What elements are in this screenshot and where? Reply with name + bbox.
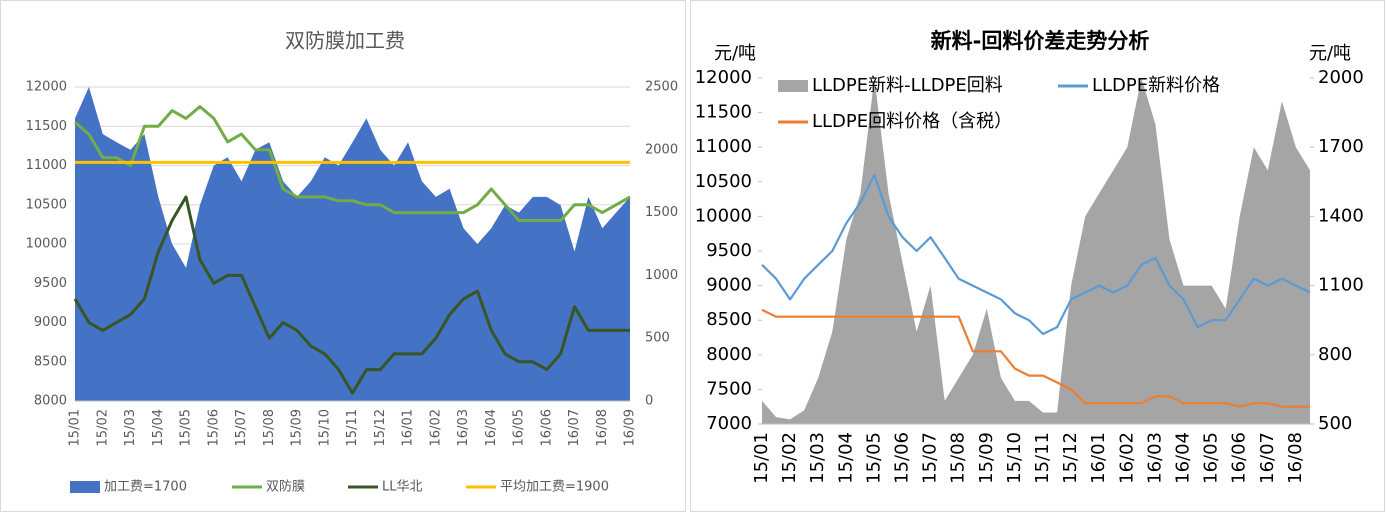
x-tick-label: 15/07 xyxy=(234,409,249,446)
chart-title: 新料-回料价差走势分析 xyxy=(931,29,1150,53)
y-tick-label: 12000 xyxy=(695,67,752,88)
y2-tick-label: 800 xyxy=(1318,344,1352,365)
y2-axis-label: 元/吨 xyxy=(1309,43,1351,64)
y-tick-label: 8500 xyxy=(34,354,67,369)
x-tick-label: 16/03 xyxy=(1144,432,1165,484)
legend-swatch xyxy=(778,80,808,92)
x-tick-label: 15/09 xyxy=(976,432,997,484)
x-tick-label: 15/04 xyxy=(151,409,166,446)
x-tick-label: 15/11 xyxy=(1032,432,1053,484)
y-tick-label: 8000 xyxy=(706,344,752,365)
x-tick-label: 16/07 xyxy=(567,409,582,446)
x-tick-label: 16/08 xyxy=(1285,432,1306,484)
x-tick-label: 15/04 xyxy=(835,432,856,484)
area xyxy=(75,87,630,401)
area xyxy=(762,78,1310,424)
x-tick-label: 16/07 xyxy=(1257,432,1278,484)
x-tick-label: 15/02 xyxy=(779,432,800,484)
line xyxy=(74,105,631,222)
legend-label: LLDPE新料价格 xyxy=(1092,75,1220,96)
line xyxy=(761,173,1311,336)
y-tick-label: 10500 xyxy=(26,197,67,212)
legend-label: 平均加工费=1900 xyxy=(500,480,609,495)
x-tick-label: 15/01 xyxy=(751,432,772,484)
y-tick-label: 11000 xyxy=(695,136,752,157)
y-tick-label: 10000 xyxy=(695,205,752,226)
y2-tick-label: 1700 xyxy=(1318,136,1364,157)
x-tick-label: 16/06 xyxy=(539,409,554,446)
x-tick-label: 15/06 xyxy=(206,409,221,446)
chart-title: 双防膜加工费 xyxy=(285,29,405,53)
x-tick-label: 15/09 xyxy=(290,409,305,446)
legend-swatch xyxy=(70,481,100,493)
x-tick-label: 15/05 xyxy=(179,409,194,446)
y-tick-label: 11500 xyxy=(26,119,67,134)
legend-label: LLDPE新料-LLDPE回料 xyxy=(812,75,1003,96)
x-tick-label: 15/03 xyxy=(807,432,828,484)
y2-tick-label: 2000 xyxy=(1318,67,1364,88)
line xyxy=(761,308,1310,408)
y2-tick-label: 1100 xyxy=(1318,275,1364,296)
legend-label: 双防膜 xyxy=(266,479,305,495)
x-tick-label: 16/04 xyxy=(484,409,499,446)
x-tick-label: 16/02 xyxy=(428,409,443,446)
y-tick-label: 11000 xyxy=(26,158,67,173)
y2-tick-label: 500 xyxy=(645,331,670,346)
x-tick-label: 16/08 xyxy=(595,409,610,446)
x-tick-label: 15/12 xyxy=(373,409,388,446)
x-tick-label: 15/06 xyxy=(892,432,913,484)
y-tick-label: 9500 xyxy=(706,240,752,261)
y2-tick-label: 2000 xyxy=(645,142,678,157)
x-tick-label: 15/11 xyxy=(345,409,360,446)
x-tick-label: 15/08 xyxy=(948,432,969,484)
x-tick-label: 15/05 xyxy=(863,432,884,484)
y-tick-label: 8500 xyxy=(706,309,752,330)
legend-label: LLDPE回料价格（含税） xyxy=(812,111,1012,132)
x-tick-label: 15/10 xyxy=(317,409,332,446)
line xyxy=(73,195,630,395)
y-tick-label: 8000 xyxy=(34,394,67,409)
x-tick-label: 15/08 xyxy=(262,409,277,446)
y-tick-label: 12000 xyxy=(26,80,67,95)
y-axis-label: 元/吨 xyxy=(714,43,756,64)
y2-tick-label: 1400 xyxy=(1318,205,1364,226)
x-tick-label: 15/07 xyxy=(920,432,941,484)
x-tick-label: 15/12 xyxy=(1060,432,1081,484)
x-tick-label: 16/03 xyxy=(456,409,471,446)
x-tick-label: 16/02 xyxy=(1116,432,1137,484)
y2-tick-label: 2500 xyxy=(645,80,678,95)
y-tick-label: 7500 xyxy=(706,378,752,399)
x-tick-label: 16/06 xyxy=(1229,432,1250,484)
y-tick-label: 10000 xyxy=(26,237,67,252)
y2-tick-label: 1500 xyxy=(645,205,678,220)
y2-tick-label: 500 xyxy=(1318,413,1352,434)
y-tick-label: 11500 xyxy=(695,102,752,123)
x-tick-label: 15/03 xyxy=(123,409,138,446)
legend-label: LL华北 xyxy=(382,480,423,495)
x-tick-label: 16/04 xyxy=(1173,432,1194,484)
x-tick-label: 16/01 xyxy=(1088,432,1109,484)
x-tick-label: 16/01 xyxy=(401,409,416,446)
y-tick-label: 10500 xyxy=(695,171,752,192)
x-tick-label: 16/09 xyxy=(623,409,638,446)
x-tick-label: 15/10 xyxy=(1004,432,1025,484)
x-tick-label: 15/02 xyxy=(95,409,110,446)
y-tick-label: 7000 xyxy=(706,413,752,434)
y2-tick-label: 1000 xyxy=(645,268,678,283)
y-tick-label: 9000 xyxy=(706,275,752,296)
x-tick-label: 16/05 xyxy=(1201,432,1222,484)
x-tick-label: 16/05 xyxy=(512,409,527,446)
x-tick-label: 15/01 xyxy=(68,409,83,446)
y-tick-label: 9500 xyxy=(34,276,67,291)
y-tick-label: 9000 xyxy=(34,315,67,330)
y2-tick-label: 0 xyxy=(645,394,653,409)
legend-label: 加工费=1700 xyxy=(104,480,187,495)
